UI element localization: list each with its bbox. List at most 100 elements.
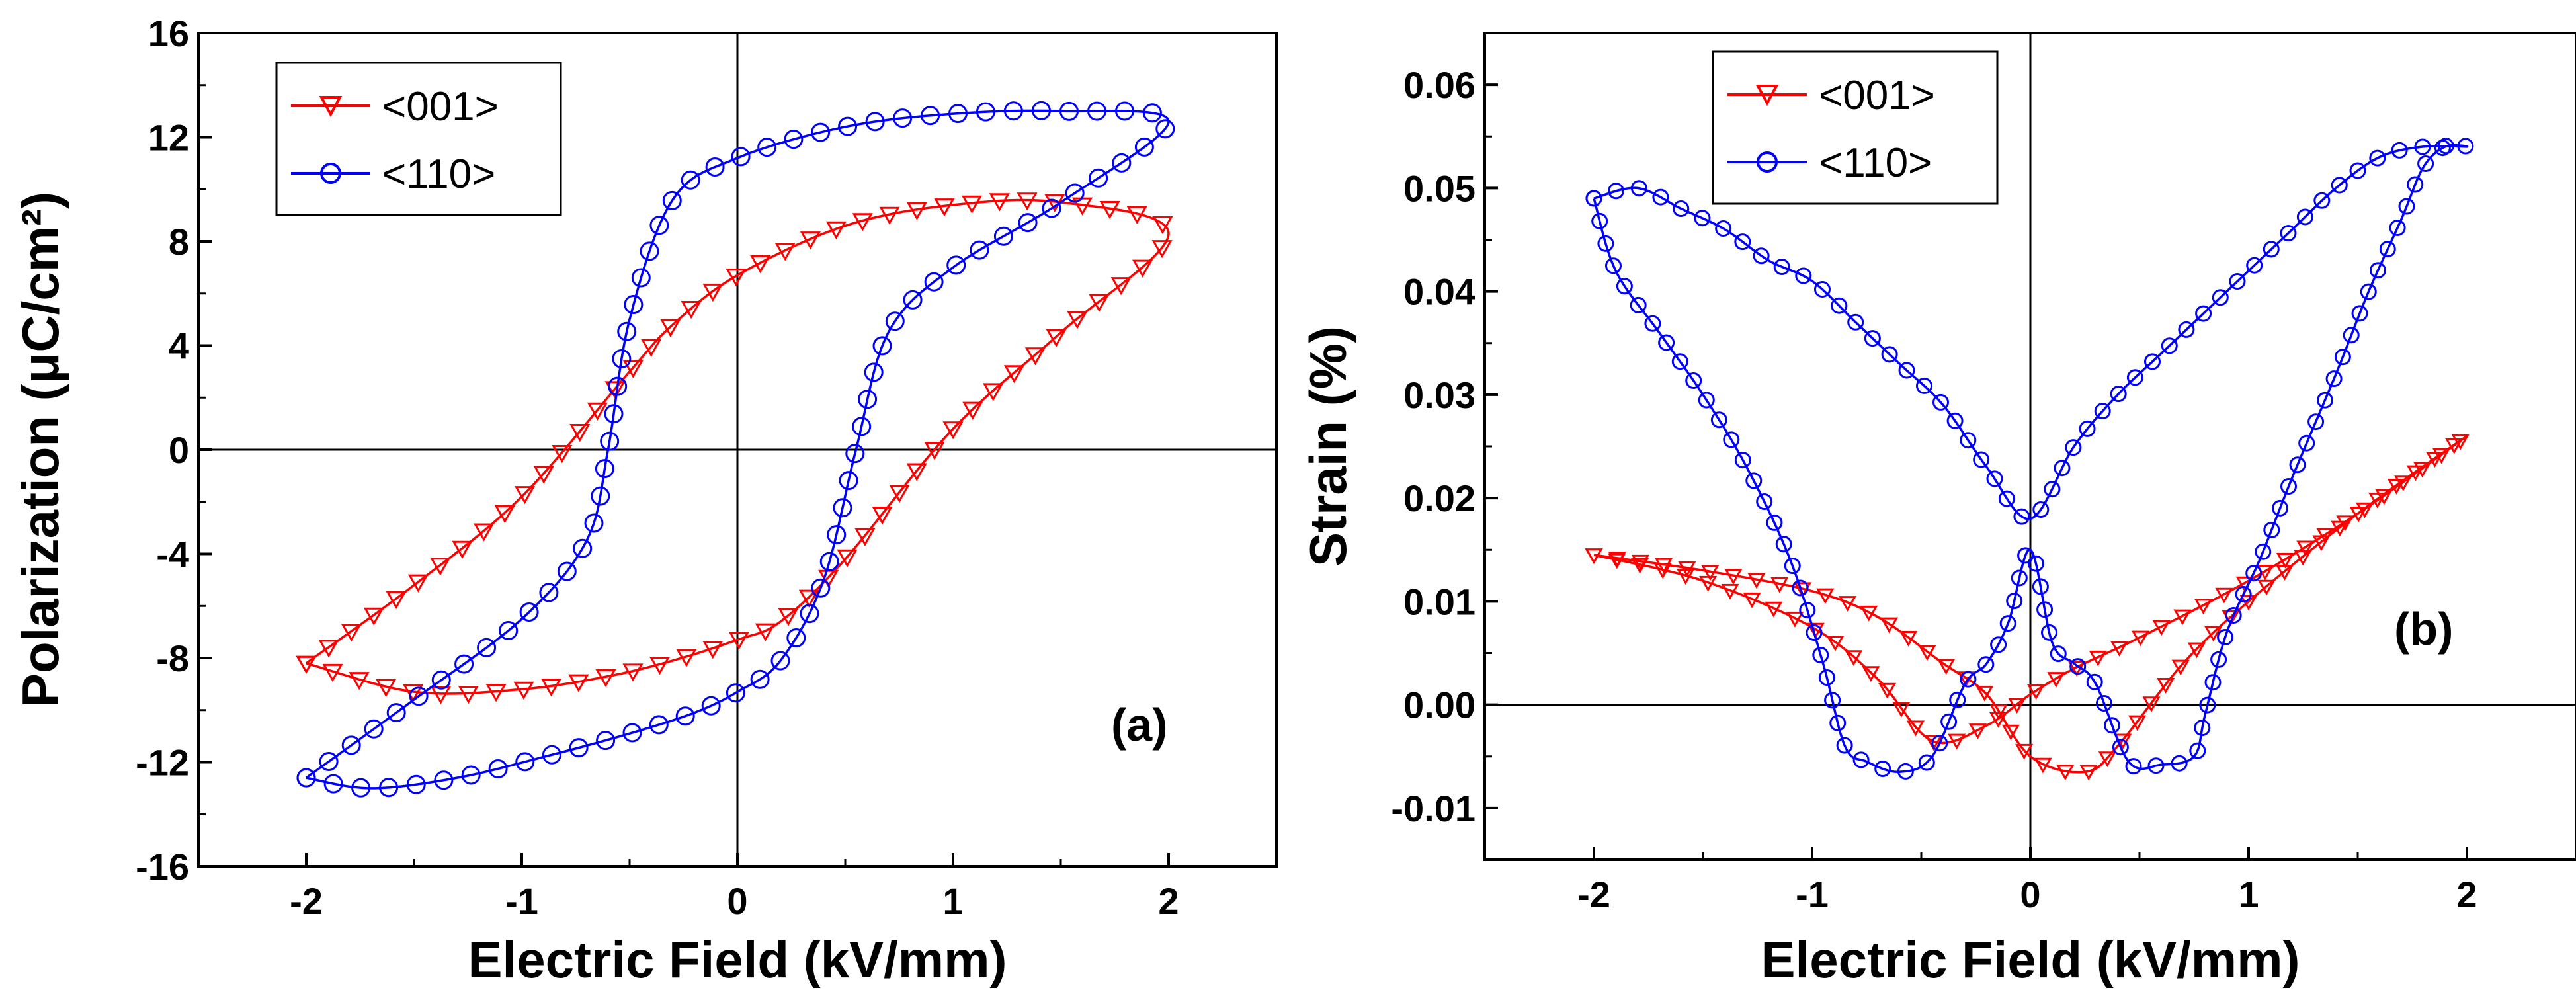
panel-b-marker-110 [2325, 370, 2343, 388]
panel-b-marker-110 [2246, 257, 2263, 274]
panel-a-y-axis-title: Polarization (μC/cm²) [11, 192, 69, 708]
panel-a-marker-001 [1126, 206, 1147, 224]
panel-a-marker-001 [750, 255, 771, 274]
panel-a-marker-001 [1132, 259, 1153, 278]
panel-b-marker-001 [1743, 592, 1761, 608]
panel-a-x-axis-title: Electric Field (kV/mm) [468, 930, 1007, 989]
panel-a-marker-001 [540, 679, 562, 697]
panel-a-marker-001 [452, 540, 473, 559]
panel-a-marker-001 [1152, 216, 1173, 235]
panel-b-legend-marker-110 [1757, 151, 1778, 173]
panel-b-marker-110 [2195, 305, 2212, 322]
panel-b-marker-110 [1591, 212, 1608, 229]
panel-a-marker-001 [595, 669, 616, 688]
panel-a-marker-110 [921, 106, 940, 126]
panel-b-marker-001 [2157, 678, 2175, 694]
panel-a-marker-001 [386, 591, 407, 610]
panel-b-marker-001 [1878, 682, 1897, 699]
panel-b-y-tick-label: -0.01 [1391, 788, 1475, 829]
panel-a-marker-110 [970, 240, 989, 260]
panel-b-marker-110 [1806, 624, 1823, 641]
panel-b-marker-110 [2161, 337, 2178, 354]
panel-b-marker-001 [1948, 733, 1966, 750]
panel-a-marker-110 [596, 731, 616, 751]
panel-a-marker-001 [660, 319, 681, 338]
panel-b-marker-110 [1766, 514, 1783, 531]
panel-b-marker-001 [2015, 743, 2034, 760]
panel-a-marker-110 [865, 112, 885, 132]
panel-b-x-ticks: -2 -1 0 1 2 [1483, 847, 2576, 915]
panel-b-marker-001 [2294, 550, 2312, 566]
panel-b-marker-110 [2370, 262, 2386, 279]
panel-b-marker-110 [1756, 493, 1773, 510]
panel-b-marker-001 [1862, 666, 1880, 682]
panel-b-marker-001 [1794, 582, 1812, 599]
panel-b-marker-001 [1608, 552, 1626, 567]
panel-b-marker-110 [1852, 751, 1870, 768]
panel-b-marker-110 [1792, 579, 1809, 597]
panel-a-marker-110 [341, 735, 361, 755]
panel-b-series-line-110 [1593, 144, 2469, 773]
panel-b-marker-001 [2276, 553, 2295, 569]
panel-a-x-tick-label: 1 [942, 880, 963, 922]
panel-a-y-tick-label: -8 [156, 638, 189, 679]
panel-a-marker-001 [837, 549, 858, 568]
panel-a-marker-110 [557, 561, 577, 581]
panel-b-marker-110 [2065, 439, 2082, 456]
panel-a-label: (a) [1111, 699, 1168, 751]
panel-a-marker-001 [1003, 365, 1025, 384]
panel-a-marker-001 [349, 672, 370, 690]
panel-a-marker-110 [784, 130, 804, 149]
panel-b-strain: -2 -1 0 1 2 -0.01 0.00 0.01 0.02 0.03 0.04 0.05 0.0… [1299, 32, 2576, 989]
panel-b-marker-001 [1655, 558, 1673, 574]
panel-a-marker-110 [864, 362, 884, 382]
panel-b-marker-001 [2257, 579, 2276, 596]
panel-b-marker-110 [1931, 735, 1948, 752]
panel-a-y-tick-label: 4 [169, 325, 189, 367]
panel-a-marker-110 [993, 226, 1013, 246]
panel-b-marker-110 [1734, 233, 1751, 251]
panel-a-marker-001 [494, 505, 515, 524]
panel-a-marker-001 [906, 463, 927, 481]
panel-a-marker-001 [879, 206, 900, 226]
panel-b-marker-110 [2317, 392, 2333, 409]
panel-a-marker-001 [587, 402, 608, 421]
panel-a-marker-110 [612, 349, 632, 368]
panel-a-marker-110 [731, 147, 751, 167]
panel-a-marker-001 [924, 442, 945, 460]
panel-a-marker-110 [701, 696, 721, 716]
panel-b-marker-001 [2152, 620, 2171, 636]
panel-a-legend-label-110: <110> [382, 151, 495, 197]
panel-a-marker-110 [499, 621, 519, 640]
panel-b-marker-110 [1773, 259, 1790, 275]
panel-b-marker-110 [1784, 558, 1801, 575]
panel-a-marker-001 [934, 198, 955, 217]
panel-b-marker-110 [2313, 192, 2331, 209]
panel-b-marker-110 [2096, 695, 2112, 712]
panel-b-marker-001 [1860, 605, 1878, 622]
panel-b-marker-110 [1916, 377, 1932, 394]
panel-b-marker-001 [2047, 672, 2065, 688]
panel-a-marker-001 [774, 243, 796, 261]
panel-a-marker-110 [662, 190, 682, 210]
panel-b-marker-110 [1836, 737, 1853, 754]
panel-b-marker-110 [1818, 669, 1835, 686]
panel-a-marker-110 [1032, 101, 1051, 120]
panel-b-marker-110 [2280, 478, 2297, 495]
panel-b-marker-001 [2098, 751, 2116, 768]
panel-a-marker-110 [364, 719, 384, 739]
panel-b-marker-001 [1631, 554, 1649, 571]
panel-b-marker-110 [2212, 289, 2229, 306]
panel-a-marker-110 [569, 738, 589, 758]
panel-a-marker-001 [1089, 294, 1110, 312]
panel-b-marker-001 [1989, 704, 2008, 721]
panel-a-plot-frame [197, 32, 1278, 868]
panel-a-marker-001 [430, 686, 452, 704]
panel-a-marker-001 [852, 213, 873, 231]
panel-b-marker-110 [2434, 140, 2451, 157]
panel-a-marker-110 [1155, 119, 1175, 139]
panel-b-y-tick-label: 0.06 [1403, 64, 1475, 106]
panel-a-marker-001 [942, 421, 964, 440]
panel-a-marker-110 [608, 376, 628, 396]
